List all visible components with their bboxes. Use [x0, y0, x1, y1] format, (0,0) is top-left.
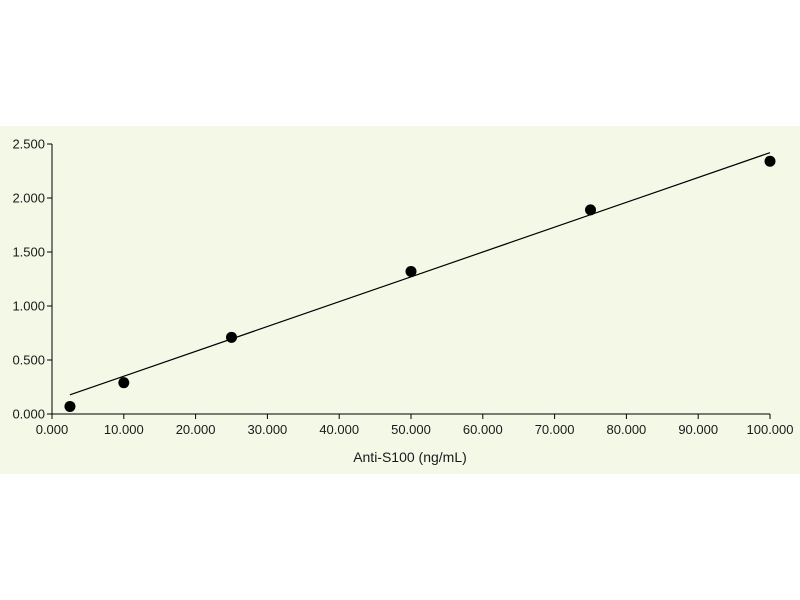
x-tick-label: 10.000	[104, 422, 144, 437]
scatter-chart: 0.000 10.000 20.000 30.000 40.000 50.000 60.00…	[0, 126, 800, 474]
plot-background	[0, 126, 800, 474]
trendline	[69, 152, 771, 396]
x-tick-label: 80.000	[607, 422, 647, 437]
y-tick-label: 0.500	[12, 353, 45, 368]
x-tick-label: 90.000	[678, 422, 718, 437]
trendline-layer	[69, 152, 771, 396]
x-tick-label: 50.000	[391, 422, 431, 437]
x-tick-label: 0.000	[36, 422, 69, 437]
y-tick-label: 2.500	[12, 137, 45, 152]
x-tick-label: 100.000	[747, 422, 794, 437]
x-tick-label: 70.000	[535, 422, 575, 437]
y-tick-label: 2.000	[12, 191, 45, 206]
y-tick-labels: 0.000 0.500 1.000 1.500 2.000 2.500	[12, 137, 45, 422]
x-tick-label: 40.000	[319, 422, 359, 437]
x-axis-title: Anti-S100 (ng/mL)	[353, 449, 467, 465]
data-point	[118, 377, 130, 389]
data-point	[585, 204, 596, 216]
data-point	[764, 155, 776, 167]
y-tick-label: 1.500	[12, 245, 45, 260]
axes-layer	[47, 143, 771, 419]
chart-panel: 0.000 10.000 20.000 30.000 40.000 50.000 60.00…	[0, 126, 800, 474]
x-tick-label: 30.000	[248, 422, 288, 437]
y-tick-label: 0.000	[12, 407, 45, 422]
data-point	[405, 265, 417, 277]
data-points	[64, 155, 776, 412]
data-point	[226, 331, 237, 343]
data-point	[64, 400, 76, 412]
x-tick-labels: 0.000 10.000 20.000 30.000 40.000 50.000 60.00…	[36, 422, 794, 437]
x-tick-label: 60.000	[463, 422, 503, 437]
y-tick-label: 1.000	[12, 299, 45, 314]
x-tick-label: 20.000	[176, 422, 216, 437]
